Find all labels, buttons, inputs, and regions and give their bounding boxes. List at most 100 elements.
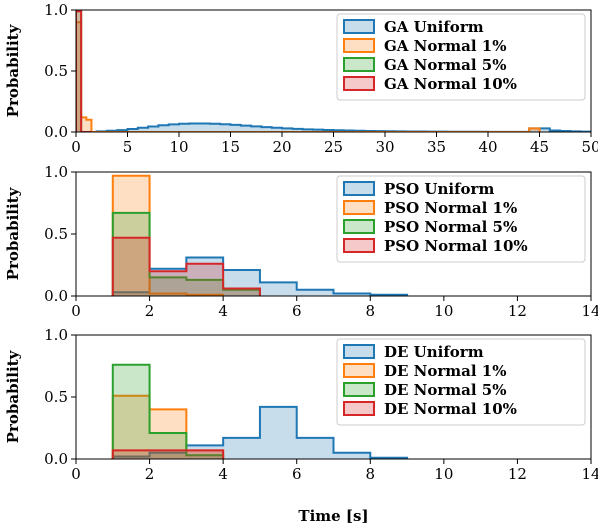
bar-outline: [111, 405, 409, 459]
panel-1: 0 5 10 15 20 25 30 35 40 45 50 0.0 0.5 1.0 Probability…: [4, 1, 598, 156]
bar: [259, 406, 297, 459]
y-tick-label: 0.5: [44, 225, 68, 243]
x-tick-label: 2: [145, 465, 155, 483]
bar: [302, 129, 313, 132]
legend-swatch: [343, 181, 375, 196]
bar: [158, 125, 169, 132]
bar: [186, 455, 224, 459]
bar: [333, 452, 371, 459]
x-tick-label: 10: [434, 465, 453, 483]
bar: [292, 128, 303, 132]
x-tick-label: 8: [366, 302, 376, 320]
x-tick-label: 12: [508, 465, 527, 483]
legend-swatch: [343, 382, 375, 397]
y-axis-label: Probability: [4, 186, 22, 280]
bar: [271, 127, 282, 132]
x-tick-label: 8: [366, 465, 376, 483]
bar-outline: [111, 174, 225, 296]
bar: [220, 124, 231, 132]
bar-outline: [111, 363, 225, 459]
bar: [148, 126, 159, 132]
bar: [112, 292, 150, 296]
series-pso-uniform: [111, 256, 409, 296]
legend-swatch: [343, 57, 375, 72]
series-ga-uniform: [95, 122, 591, 132]
x-tick-label: 4: [218, 302, 228, 320]
bar: [112, 364, 150, 459]
x-tick-label: 25: [324, 138, 343, 156]
x-tick-label: 15: [221, 138, 240, 156]
bar-outline: [76, 10, 92, 132]
panel-2: 0 2 4 6 8 10 12 14 0.0 0.5 1.0 Probability PSO Unifo…: [4, 163, 598, 320]
bar: [282, 128, 293, 132]
series-pso-normal-1-: [111, 174, 225, 296]
x-tick-label: 5: [123, 138, 133, 156]
legend-entry: PSO Uniform: [384, 180, 494, 198]
bar: [261, 127, 272, 132]
legend-entry: DE Normal 1%: [384, 362, 506, 380]
bar: [149, 271, 187, 296]
bar: [179, 123, 190, 132]
plot-area: [111, 363, 409, 459]
bar: [112, 395, 150, 459]
legend-swatch: [343, 344, 375, 359]
y-tick-label: 0.5: [44, 388, 68, 406]
bar: [529, 128, 540, 132]
x-tick-label: 0: [71, 465, 81, 483]
legend-swatch: [343, 363, 375, 378]
series-pso-normal-5-: [111, 211, 261, 296]
bar: [112, 237, 150, 296]
bar: [149, 452, 187, 459]
plot-area: [111, 174, 409, 296]
bar: [251, 126, 262, 132]
bar: [86, 119, 92, 132]
bar: [223, 288, 260, 296]
x-tick-label: 10: [434, 302, 453, 320]
x-tick-label: 6: [292, 302, 302, 320]
legend-swatch: [343, 238, 375, 253]
x-tick-label: 14: [581, 465, 598, 483]
x-tick-label: 4: [218, 465, 228, 483]
y-tick-label: 1.0: [44, 163, 68, 181]
x-tick-label: 2: [145, 302, 155, 320]
bar: [112, 175, 150, 296]
bar: [209, 123, 221, 132]
bar: [199, 123, 210, 132]
x-tick-label: 14: [581, 302, 598, 320]
bar-outline: [111, 211, 261, 296]
bar: [223, 289, 260, 296]
bar-outline: [111, 236, 261, 296]
x-tick-label: 50: [581, 138, 598, 156]
legend-entry: PSO Normal 1%: [384, 199, 517, 217]
legend-entry: DE Normal 5%: [384, 381, 506, 399]
x-tick-label: 0: [71, 302, 81, 320]
y-tick-label: 0.0: [44, 450, 68, 468]
legend-swatch: [343, 401, 375, 416]
bar: [333, 293, 371, 296]
bar: [189, 123, 200, 132]
bar: [296, 289, 334, 296]
y-tick-label: 0.5: [44, 62, 68, 80]
bar: [539, 128, 550, 132]
bar: [149, 268, 187, 296]
x-tick-label: 30: [375, 138, 394, 156]
legend-entry: GA Normal 5%: [384, 56, 507, 74]
bar: [296, 437, 334, 459]
x-tick-label: 35: [427, 138, 446, 156]
bar: [186, 450, 224, 459]
x-tick-label: 10: [169, 138, 188, 156]
y-tick-label: 0.0: [44, 287, 68, 305]
y-tick-label: 0.0: [44, 123, 68, 141]
legend-entry: GA Normal 1%: [384, 37, 507, 55]
x-axis-label: Time [s]: [298, 507, 368, 525]
bar: [81, 117, 87, 132]
bar: [312, 129, 324, 132]
bar: [149, 277, 187, 296]
bar: [112, 450, 150, 459]
x-tick-label: 12: [508, 302, 527, 320]
legend-swatch: [343, 219, 375, 234]
bar: [186, 279, 224, 296]
legend-swatch: [343, 19, 375, 34]
